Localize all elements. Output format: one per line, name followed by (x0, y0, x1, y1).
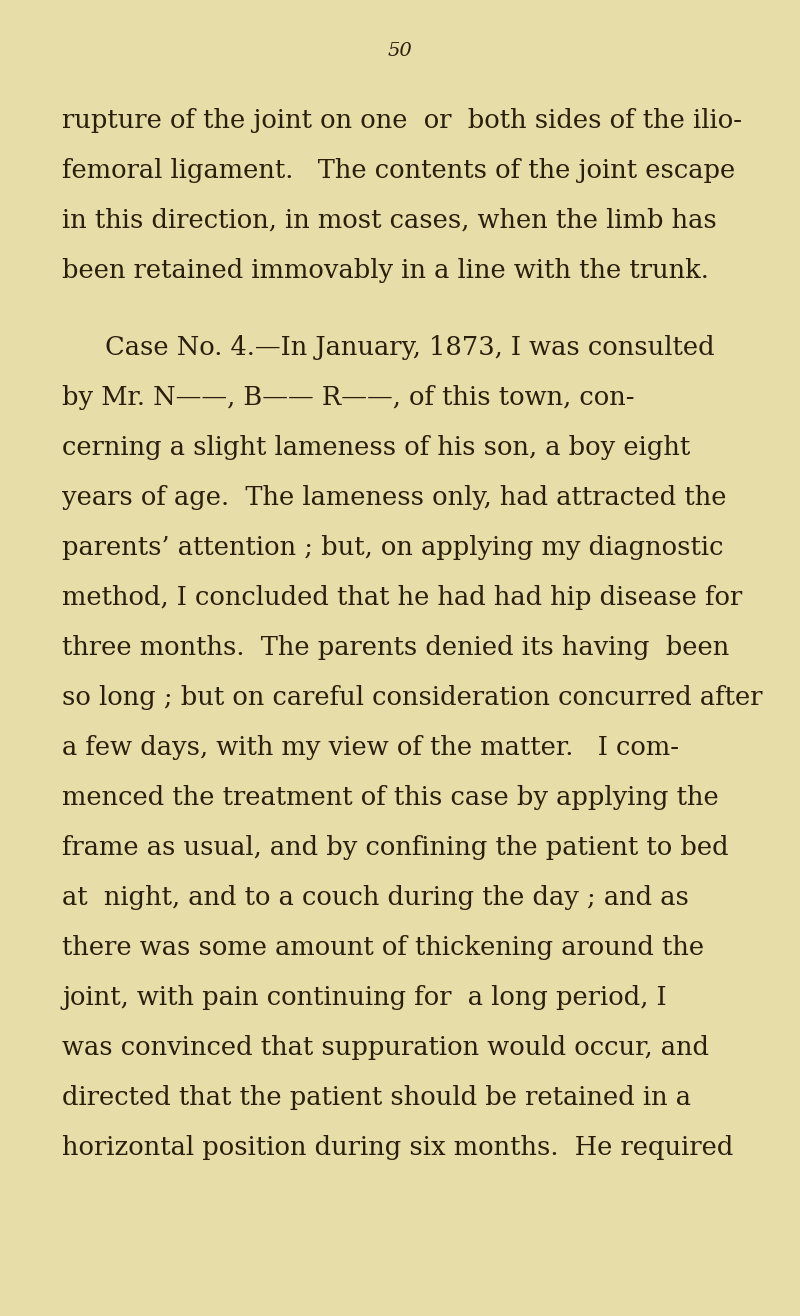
Text: femoral ligament.   The contents of the joint escape: femoral ligament. The contents of the jo… (62, 158, 735, 183)
Text: menced the treatment of this case by applying the: menced the treatment of this case by app… (62, 786, 718, 811)
Text: been retained immovably in a line with the trunk.: been retained immovably in a line with t… (62, 258, 709, 283)
Text: a few days, with my view of the matter.   I com-: a few days, with my view of the matter. … (62, 736, 679, 761)
Text: directed that the patient should be retained in a: directed that the patient should be reta… (62, 1086, 691, 1111)
Text: parents’ attention ; but, on applying my diagnostic: parents’ attention ; but, on applying my… (62, 536, 723, 561)
Text: so long ; but on careful consideration concurred after: so long ; but on careful consideration c… (62, 686, 762, 711)
Text: cerning a slight lameness of his son, a boy eight: cerning a slight lameness of his son, a … (62, 436, 690, 461)
Text: rupture of the joint on one  or  both sides of the ilio-: rupture of the joint on one or both side… (62, 108, 742, 133)
Text: by Mr. N——, B—— R——, of this town, con-: by Mr. N——, B—— R——, of this town, con- (62, 386, 634, 411)
Text: in this direction, in most cases, when the limb has: in this direction, in most cases, when t… (62, 208, 717, 233)
Text: frame as usual, and by confining the patient to bed: frame as usual, and by confining the pat… (62, 836, 729, 861)
Text: was convinced that suppuration would occur, and: was convinced that suppuration would occ… (62, 1036, 709, 1061)
Text: three months.  The parents denied its having  been: three months. The parents denied its hav… (62, 636, 730, 661)
Text: Case No. 4.—In January, 1873, I was consulted: Case No. 4.—In January, 1873, I was cons… (105, 336, 714, 361)
Text: method, I concluded that he had had hip disease for: method, I concluded that he had had hip … (62, 586, 742, 611)
Text: joint, with pain continuing for  a long period, I: joint, with pain continuing for a long p… (62, 986, 666, 1011)
Text: there was some amount of thickening around the: there was some amount of thickening arou… (62, 936, 704, 961)
Text: at  night, and to a couch during the day ; and as: at night, and to a couch during the day … (62, 886, 689, 911)
Text: 50: 50 (388, 42, 412, 61)
Text: years of age.  The lameness only, had attracted the: years of age. The lameness only, had att… (62, 486, 726, 511)
Text: horizontal position during six months.  He required: horizontal position during six months. H… (62, 1136, 734, 1161)
